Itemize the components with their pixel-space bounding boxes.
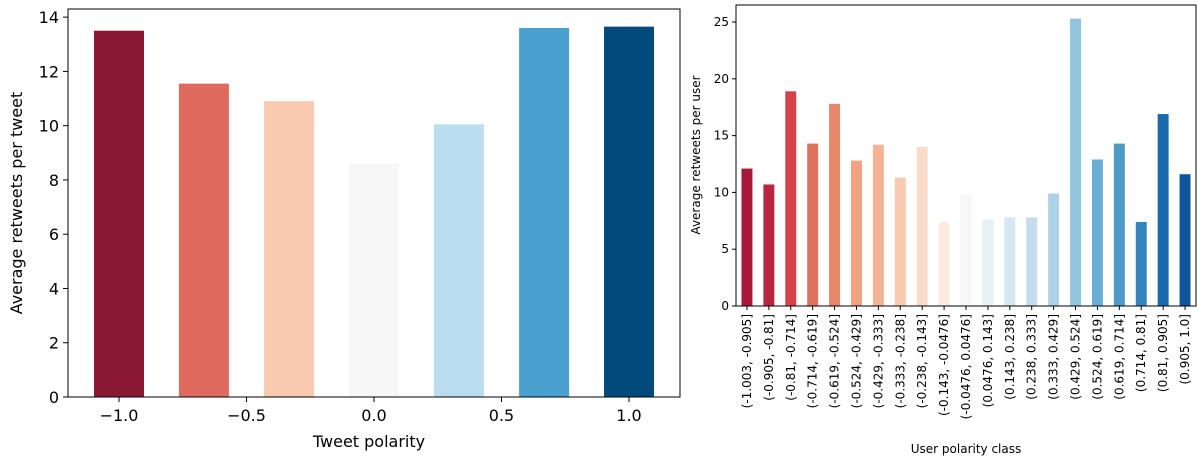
left-x-tick-label: 0.5 (489, 406, 514, 425)
right-bar (1113, 143, 1125, 306)
right-x-tick-label: (0.619, 0.714] (1112, 314, 1126, 400)
right-bar (829, 103, 841, 306)
right-bars (741, 18, 1191, 307)
left-y-tick-label: 14 (39, 8, 59, 27)
right-x-tick-label: (-0.429, -0.333] (871, 314, 885, 408)
left-x-tick-label: −1.0 (100, 406, 139, 425)
left-x-tick-label: 0.0 (361, 406, 386, 425)
right-x-tick-label: (0.81, 0.905] (1156, 314, 1170, 392)
left-bar (349, 163, 399, 397)
right-x-tick-label: (-0.619, -0.524] (828, 314, 842, 408)
right-x-tick-label: (0.143, 0.238] (1003, 314, 1017, 400)
right-bar (1157, 114, 1169, 307)
left-y-tick-label: 2 (49, 334, 59, 353)
left-bar (264, 101, 315, 398)
right-x-tick-label: (-0.81, -0.714] (784, 314, 798, 401)
right-bar (1091, 159, 1103, 306)
left-y-tick-label: 8 (49, 171, 59, 190)
right-x-tick-label: (0.524, 0.619] (1090, 314, 1104, 400)
right-bar (807, 143, 819, 306)
right-x-tick-label: (0.238, 0.333] (1025, 314, 1039, 400)
right-x-tick-label: (-0.333, -0.238] (893, 314, 907, 408)
right-bar (1179, 174, 1191, 306)
right-x-tick-label: (0.905, 1.0] (1178, 314, 1192, 384)
left-bar (178, 83, 229, 397)
left-bar (604, 26, 654, 398)
right-x-tick-label: (0.333, 0.429] (1047, 314, 1061, 400)
right-x-ticks: (-1.003, -0.905] (-0.905, -0.81] (-0.81, -… (740, 306, 1192, 419)
left-x-tick-label: −0.5 (227, 406, 266, 425)
left-bars (94, 26, 654, 398)
right-bar (851, 160, 862, 306)
left-bar (433, 124, 484, 397)
right-y-ticks: 0 5 10 15 20 25 (714, 15, 736, 313)
right-bar (894, 177, 906, 306)
right-x-tick-label: (-0.905, -0.81] (762, 314, 776, 401)
left-bar (519, 27, 570, 397)
right-bar (916, 146, 928, 306)
right-x-axis-label: User polarity class (911, 442, 1022, 456)
right-bar (785, 91, 797, 307)
right-x-tick-label: (0.429, 0.524] (1069, 314, 1083, 400)
right-y-tick-label: 25 (714, 15, 729, 29)
right-x-tick-label: (-0.143, -0.0476] (937, 314, 951, 416)
right-bar (1004, 217, 1016, 306)
right-x-tick-label: (-0.714, -0.619] (806, 314, 820, 408)
right-y-axis-label: Average retweets per user (689, 75, 703, 234)
right-chart: (-1.003, -0.905] (-0.905, -0.81] (-0.81, -… (689, 4, 1197, 456)
right-x-tick-label: (-0.238, -0.143] (915, 314, 929, 408)
right-x-tick-label: (-1.003, -0.905] (740, 314, 754, 408)
right-y-tick-label: 20 (714, 72, 729, 86)
right-bar (1135, 221, 1147, 306)
left-chart: −1.0 −0.5 0.0 0.5 1.0 0 2 4 6 8 10 12 14 Tweet pola… (7, 8, 681, 451)
right-y-tick-label: 5 (721, 242, 729, 256)
left-y-tick-label: 12 (39, 62, 59, 81)
left-x-tick-label: 1.0 (616, 406, 641, 425)
left-y-tick-label: 10 (39, 117, 59, 136)
right-bar (741, 168, 753, 306)
left-y-tick-label: 6 (49, 225, 59, 244)
right-bar (763, 184, 775, 306)
left-x-axis-label: Tweet polarity (312, 432, 425, 451)
right-x-tick-label: (-0.524, -0.429] (849, 314, 863, 408)
right-bar (1070, 18, 1081, 306)
right-y-tick-label: 10 (714, 185, 729, 199)
right-bar (938, 221, 950, 306)
right-y-tick-label: 15 (714, 129, 729, 143)
right-x-tick-label: (0.714, 0.81] (1134, 314, 1148, 392)
right-bar (1026, 217, 1038, 306)
right-bar (960, 194, 972, 306)
left-y-tick-label: 4 (49, 279, 59, 298)
right-x-tick-label: (-0.0476, 0.0476] (959, 314, 973, 419)
right-bar (982, 219, 994, 306)
left-x-ticks: −1.0 −0.5 0.0 0.5 1.0 (100, 397, 642, 425)
left-y-ticks: 0 2 4 6 8 10 12 14 (39, 8, 68, 407)
left-y-axis-label: Average retweets per tweet (7, 92, 26, 315)
right-bar (1048, 193, 1060, 306)
left-bar (94, 30, 144, 397)
right-y-tick-label: 0 (721, 299, 729, 313)
right-x-tick-label: (0.0476, 0.143] (981, 314, 995, 407)
right-bar (872, 144, 884, 306)
left-y-tick-label: 0 (49, 388, 59, 407)
